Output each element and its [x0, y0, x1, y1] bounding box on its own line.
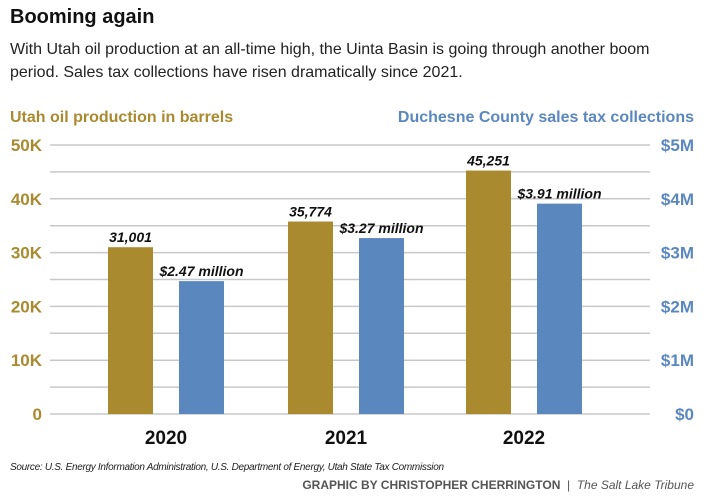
oil-data-label: 35,774 — [289, 204, 332, 220]
oil-data-label: 31,001 — [109, 229, 152, 245]
source-note: Source: U.S. Energy Information Administ… — [10, 462, 444, 473]
right-tick-label: $2M — [661, 297, 694, 316]
left-tick-label: 50K — [11, 136, 43, 155]
year-label: 2020 — [145, 428, 187, 449]
publisher-name: The Salt Lake Tribune — [576, 478, 694, 492]
oil-data-label: 45,251 — [466, 153, 510, 169]
tax-data-label: $3.91 million — [516, 186, 601, 202]
tax-bar — [179, 281, 224, 414]
tax-data-label: $3.27 million — [338, 220, 423, 236]
graphic-credit: GRAPHIC BY CHRISTOPHER CHERRINGTON — [302, 478, 561, 492]
tax-bar — [359, 238, 404, 414]
right-axis-title: Duchesne County sales tax collections — [398, 109, 694, 126]
chart-title: Booming again — [10, 6, 155, 28]
oil-bar — [288, 221, 333, 414]
tax-data-label: $2.47 million — [158, 263, 243, 279]
right-tick-label: $1M — [661, 351, 694, 370]
left-tick-label: 20K — [11, 297, 43, 316]
left-tick-label: 0 — [33, 405, 42, 424]
left-tick-label: 30K — [11, 244, 43, 263]
tax-bar — [537, 203, 582, 414]
left-tick-label: 40K — [11, 190, 43, 209]
oil-bar — [108, 247, 153, 414]
right-tick-label: $3M — [661, 244, 694, 263]
right-tick-label: $0 — [675, 405, 694, 424]
right-tick-label: $4M — [661, 190, 694, 209]
year-label: 2021 — [325, 428, 368, 449]
oil-bar — [466, 170, 511, 414]
chart-subtitle: With Utah oil production at an all-time … — [10, 41, 650, 81]
right-tick-label: $5M — [661, 136, 694, 155]
left-tick-label: 10K — [11, 351, 43, 370]
credit-line: GRAPHIC BY CHRISTOPHER CHERRINGTON | The… — [302, 478, 694, 492]
left-axis-title: Utah oil production in barrels — [10, 109, 233, 126]
year-label: 2022 — [503, 428, 545, 449]
